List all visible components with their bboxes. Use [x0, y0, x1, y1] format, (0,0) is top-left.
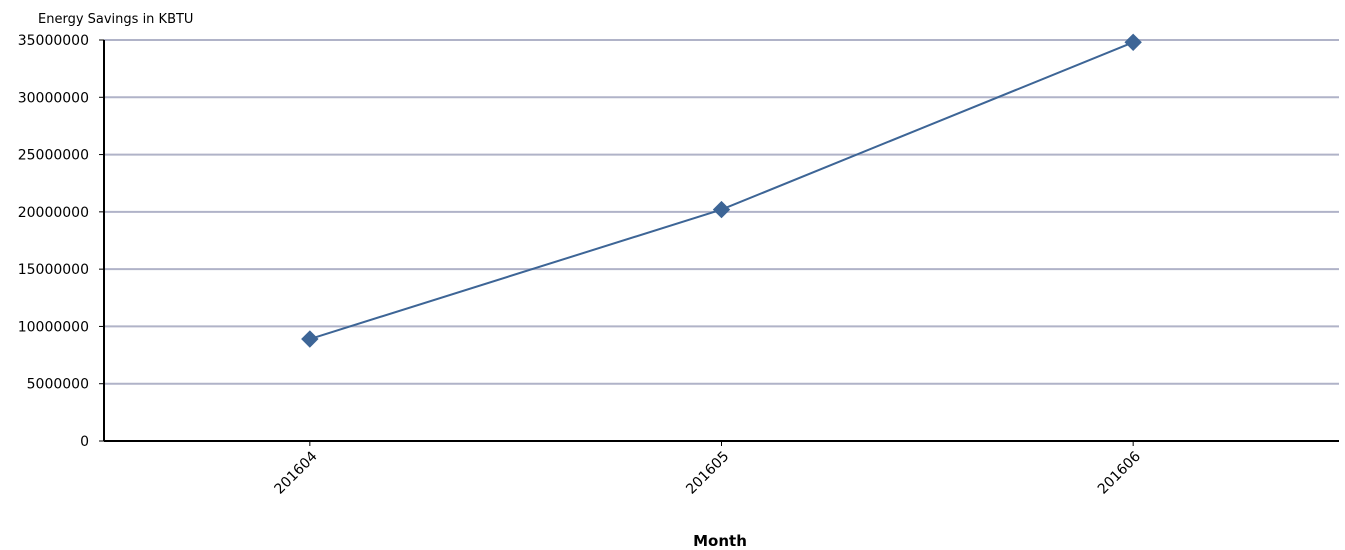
- y-tick-label: 0: [80, 434, 89, 450]
- y-tick-label: 15000000: [18, 262, 89, 278]
- series-line: [309, 41, 1134, 340]
- y-tick-label: 20000000: [18, 205, 89, 221]
- x-tick-labels: 201604 201605 201606: [272, 441, 1144, 498]
- gridlines: [104, 39, 1339, 385]
- y-tick-labels: 0 5000000 10000000 15000000 20000000 25000000…: [18, 33, 104, 450]
- data-point-marker: [1124, 33, 1142, 51]
- x-tick-label: 201604: [272, 448, 321, 497]
- axes: [103, 40, 1339, 442]
- x-tick-label: 201605: [683, 449, 732, 498]
- y-tick-label: 30000000: [18, 90, 89, 106]
- y-tick-label: 35000000: [18, 33, 89, 49]
- x-tick-label: 201606: [1095, 448, 1144, 497]
- series: [301, 33, 1142, 348]
- x-axis-title: Month: [693, 532, 747, 550]
- y-tick-label: 25000000: [18, 148, 89, 164]
- y-axis-title: Energy Savings in KBTU: [38, 12, 193, 27]
- data-point-marker: [712, 200, 731, 219]
- y-tick-label: 10000000: [18, 319, 89, 335]
- y-tick-label: 5000000: [27, 377, 89, 393]
- data-point-marker: [301, 330, 319, 348]
